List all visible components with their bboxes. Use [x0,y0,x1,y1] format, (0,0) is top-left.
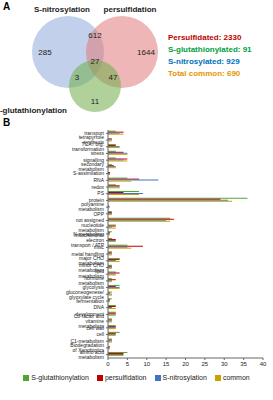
svg-text:cell: cell [96,331,104,337]
svg-text:RNA: RNA [93,177,104,183]
svg-text:S-glutathionylated: 91: S-glutathionylated: 91 [168,45,252,54]
svg-text:OPP: OPP [93,211,104,217]
svg-text:A: A [8,1,10,12]
svg-text:15: 15 [163,361,170,367]
svg-text:misc: misc [94,244,105,250]
svg-text:stress: stress [91,150,105,156]
svg-text:5: 5 [126,361,130,367]
svg-text:0: 0 [106,361,110,367]
svg-text:35: 35 [240,361,247,367]
svg-text:47: 47 [109,73,118,82]
svg-text:Persulfidated: 2330: Persulfidated: 2330 [168,33,242,42]
svg-text:612: 612 [88,31,102,40]
svg-text:redox: redox [91,184,104,190]
svg-text:cell wall: cell wall [86,325,104,331]
svg-text:DNA: DNA [93,304,104,310]
svg-text:10: 10 [143,361,150,367]
svg-text:S-nitrosylation: S-nitrosylation [34,5,90,14]
svg-text:S-nitrosylated: 929: S-nitrosylated: 929 [168,57,240,66]
svg-text:3: 3 [75,73,80,82]
svg-text:amino acidmetabolism: amino acidmetabolism [78,349,104,360]
svg-text:20: 20 [182,361,189,367]
svg-text:285: 285 [38,48,52,57]
svg-text:30: 30 [221,361,228,367]
svg-text:40: 40 [260,361,265,367]
svg-text:fermentation: fermentation [76,298,104,304]
svg-text:Total common: 690: Total common: 690 [168,69,241,78]
svg-text:PS: PS [97,190,104,196]
svg-text:S-glutathionylation: S-glutathionylation [8,106,67,115]
svg-text:persulfidation: persulfidation [104,5,157,14]
svg-text:S-assimilation: S-assimilation [73,170,104,176]
svg-text:25: 25 [202,361,209,367]
svg-text:11: 11 [91,97,100,106]
svg-text:27: 27 [91,57,100,66]
svg-text:1644: 1644 [137,48,155,57]
